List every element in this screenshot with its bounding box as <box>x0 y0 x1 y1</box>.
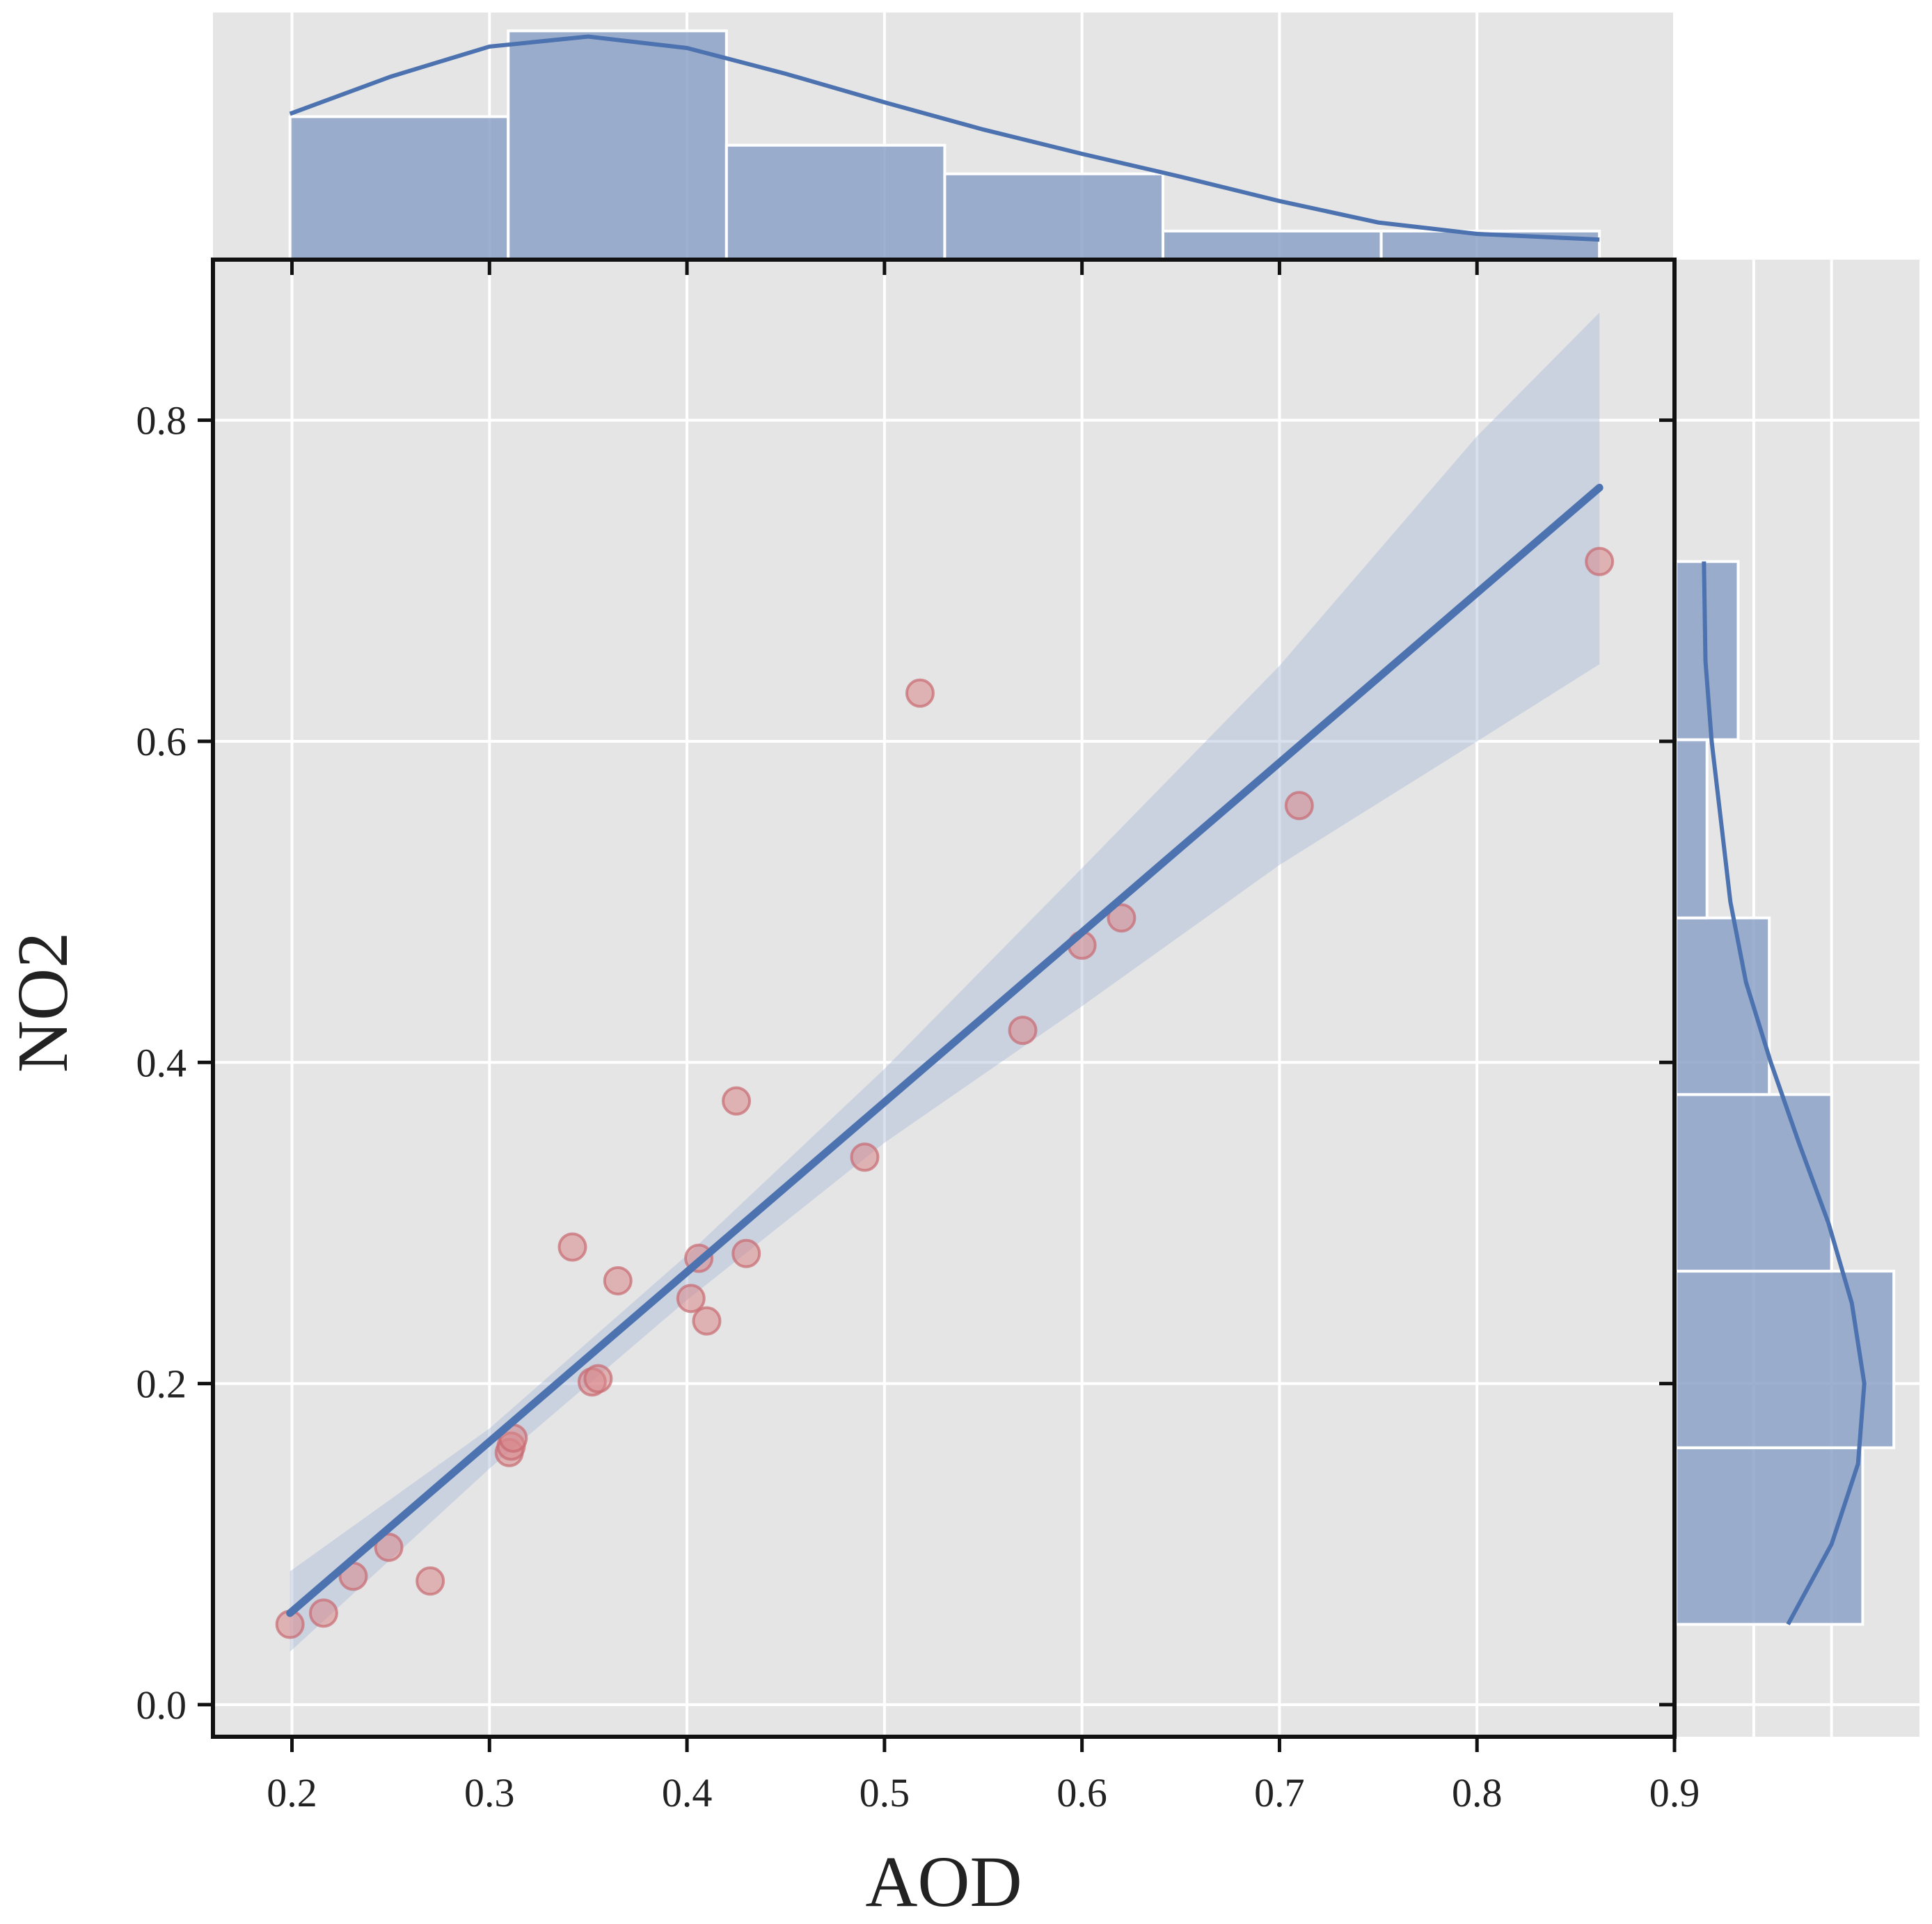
scatter-point <box>722 1086 752 1116</box>
x-tick-label: 0.6 <box>1056 1770 1107 1815</box>
main-plot-background <box>213 260 1674 1737</box>
top-histogram-bar <box>1162 229 1383 261</box>
y-tick-label: 0.8 <box>136 398 187 443</box>
scatter-point <box>603 1265 633 1295</box>
scatter-point <box>731 1238 761 1268</box>
y-axis-ticks: 0.0 0.2 0.4 0.6 0.8 <box>136 398 1674 1728</box>
y-tick-label: 0.6 <box>136 719 187 764</box>
top-histogram-bar <box>288 115 510 261</box>
scatter-point <box>374 1532 404 1562</box>
scatter-point <box>1585 546 1615 576</box>
scatter-point <box>1284 791 1314 821</box>
scatter-point <box>308 1598 338 1628</box>
right-marginal-histogram <box>1674 560 1896 1626</box>
scatter-point <box>692 1306 722 1336</box>
scatter-point <box>557 1232 587 1262</box>
x-tick-label: 0.2 <box>267 1770 317 1815</box>
right-histogram-bar <box>1674 1093 1833 1273</box>
x-tick-label: 0.5 <box>860 1770 910 1815</box>
right-marginal-panel <box>1674 260 1919 1737</box>
main-plot-area: 0.2 0.3 0.4 0.5 0.6 0.7 0.8 0.9 0.0 0.2 0.4 0.6 0.8 <box>136 258 1700 1815</box>
right-marginal-kde-line <box>1702 561 1867 1625</box>
top-histogram-bar <box>507 29 728 262</box>
scatter-point <box>1107 903 1137 933</box>
x-tick-label: 0.3 <box>464 1770 515 1815</box>
x-tick-label: 0.7 <box>1254 1770 1305 1815</box>
x-axis-label: AOD <box>865 1842 1022 1922</box>
x-tick-label: 0.4 <box>662 1770 713 1815</box>
scatter-point <box>905 678 935 708</box>
y-axis-label: NO2 <box>3 932 83 1073</box>
scatter-point <box>850 1142 880 1172</box>
top-histogram-bar <box>724 143 947 261</box>
y-tick-label: 0.2 <box>136 1362 187 1407</box>
y-tick-label: 0.0 <box>136 1682 187 1728</box>
top-marginal-panel <box>213 13 1676 262</box>
regression-line <box>286 484 1604 1617</box>
top-histogram-bar <box>943 172 1165 262</box>
regression-confidence-band <box>290 313 1600 1652</box>
scatter-points <box>275 546 1615 1639</box>
x-tick-label: 0.9 <box>1649 1770 1700 1815</box>
main-plot-frame <box>211 258 1677 1739</box>
top-marginal-kde-line <box>289 34 1600 242</box>
scatter-point <box>415 1566 445 1596</box>
top-marginal-histogram <box>288 29 1601 262</box>
y-tick-label: 0.4 <box>136 1040 187 1085</box>
right-histogram-bar <box>1674 1446 1864 1626</box>
x-tick-label: 0.8 <box>1452 1770 1503 1815</box>
right-histogram-bar <box>1674 738 1709 920</box>
scatter-point <box>583 1364 613 1394</box>
main-grid <box>213 260 1676 1737</box>
x-axis-ticks: 0.2 0.3 0.4 0.5 0.6 0.7 0.8 0.9 <box>267 260 1700 1815</box>
scatter-point <box>676 1284 706 1314</box>
scatter-point <box>1008 1016 1038 1046</box>
